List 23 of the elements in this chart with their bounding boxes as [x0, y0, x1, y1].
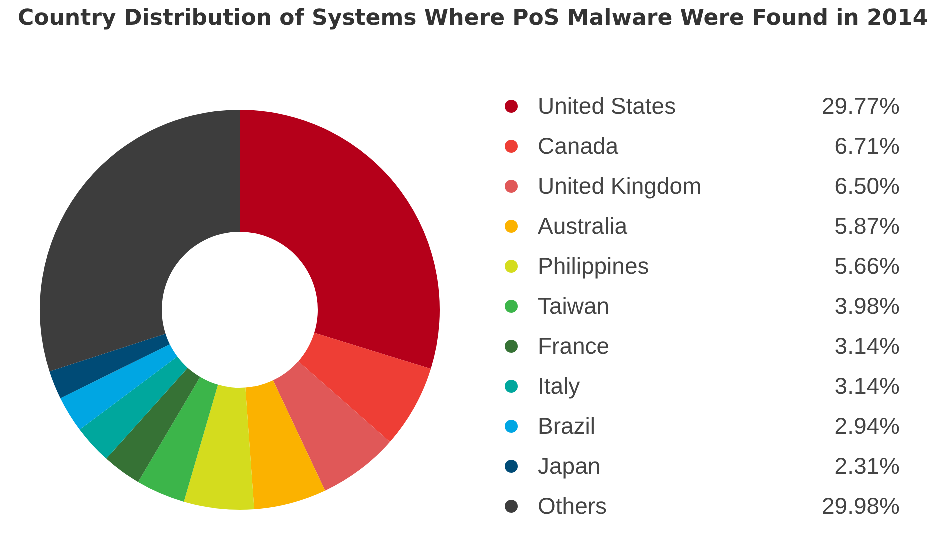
- legend-label: United States: [538, 92, 678, 120]
- legend-label: Philippines: [538, 252, 650, 280]
- data-label: 29.77%: [822, 92, 900, 120]
- data-label: 5.87%: [834, 212, 900, 240]
- data-label: 2.31%: [834, 453, 900, 480]
- legend-label: Taiwan: [538, 293, 611, 320]
- data-label: 6.71%: [834, 132, 900, 160]
- legend-label: Canada: [538, 132, 620, 160]
- data-label: 5.66%: [834, 252, 900, 280]
- data-label: 29.98%: [822, 493, 900, 520]
- data-label: 2.94%: [834, 413, 900, 440]
- legend-label: Italy: [538, 373, 582, 400]
- data-label: 3.14%: [834, 373, 900, 400]
- data-label: 3.98%: [834, 293, 900, 320]
- legend-label: Brazil: [538, 413, 597, 440]
- legend-label: Japan: [538, 453, 602, 480]
- legend-label: France: [538, 333, 611, 360]
- legend-label: Australia: [538, 212, 628, 240]
- legend-label: Others: [538, 493, 608, 520]
- chart-title: Country Distribution of Systems Where PoS Malware Were Found in 2014: [18, 6, 928, 31]
- legend-label: United Kingdom: [538, 172, 703, 200]
- data-label: 3.14%: [834, 333, 900, 360]
- data-label: 6.50%: [834, 172, 900, 200]
